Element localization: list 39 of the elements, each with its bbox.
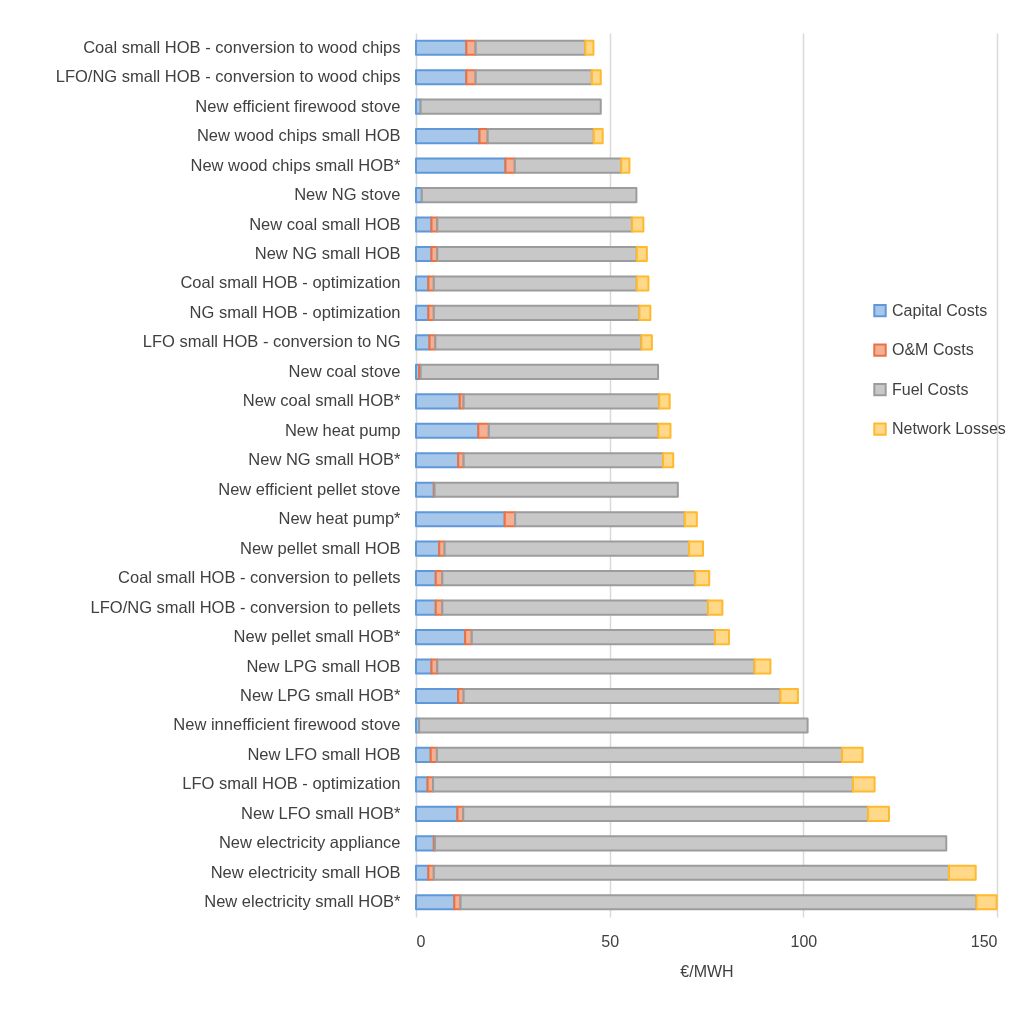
x-tick-label: 100 [790, 932, 818, 950]
y-tick-label: New electricity small HOB [210, 862, 401, 881]
y-tick-label: New wood chips small HOB* [190, 155, 402, 174]
legend-label: Fuel Costs [892, 380, 969, 398]
x-tick-label: 50 [601, 932, 620, 950]
y-tick-label: New wood chips small HOB [196, 126, 401, 145]
y-tick-label: New efficient pellet stove [218, 479, 401, 498]
y-tick-label: New efficient firewood stove [195, 96, 401, 115]
y-tick-label: LFO/NG small HOB - conversion to wood chips [55, 67, 401, 86]
y-tick-label: New LPG small HOB* [240, 686, 402, 704]
y-tick-label: New electricity small HOB* [204, 892, 402, 911]
y-tick-label: New LFO small HOB* [240, 803, 402, 822]
x-tick-label: 150 [970, 932, 998, 950]
y-tick-label: New heat pump [284, 420, 401, 439]
y-tick-label: New pellet small HOB* [233, 627, 402, 646]
y-tick-label: New coal small HOB* [242, 391, 402, 410]
y-tick-label: New heat pump* [278, 509, 402, 528]
y-tick-label: New electricity appliance [218, 833, 401, 852]
y-tick-label: Coal small HOB - optimization [180, 273, 401, 292]
legend-label: Network Losses [892, 420, 1006, 438]
y-tick-label: New coal small HOB [249, 214, 401, 233]
y-tick-label: Coal small HOB - conversion to wood chips [83, 37, 401, 56]
y-tick-label: New pellet small HOB [240, 538, 401, 557]
y-tick-label: Coal small HOB - conversion to pellets [118, 568, 401, 587]
legend-label: O&M Costs [892, 341, 974, 359]
x-tick-label: 0 [416, 932, 426, 950]
y-tick-label: New LFO small HOB [247, 744, 401, 763]
y-tick-label: New NG stove [294, 185, 401, 204]
y-tick-label: New innefficient firewood stove [173, 715, 401, 734]
x-axis-title: €/MWH [680, 962, 734, 980]
y-tick-label: New NG small HOB [254, 244, 401, 262]
y-tick-label: LFO/NG small HOB - conversion to pellets [90, 597, 401, 616]
y-tick-label: New LPG small HOB [246, 656, 401, 675]
y-tick-label: New coal stove [288, 361, 401, 380]
y-tick-label: LFO small HOB - conversion to NG [142, 332, 401, 351]
y-tick-label: LFO small HOB - optimization [182, 774, 401, 793]
legend-label: Capital Costs [892, 301, 988, 319]
y-tick-label: NG small HOB - optimization [189, 302, 401, 321]
y-tick-label: New NG small HOB* [248, 450, 402, 469]
